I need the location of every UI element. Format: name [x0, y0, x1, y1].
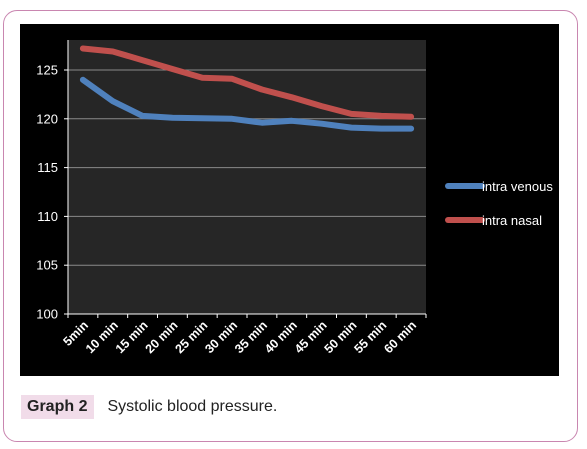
- caption-label: Graph 2: [21, 395, 95, 419]
- legend-label: intra venous: [482, 179, 553, 194]
- series-line: [79, 45, 415, 120]
- y-tick-label: 125: [36, 63, 58, 78]
- figure-frame: [3, 10, 578, 442]
- y-tick-label: 115: [37, 160, 58, 175]
- figure-caption: Graph 2 Systolic blood pressure.: [21, 394, 277, 420]
- y-tick-label: 110: [37, 209, 58, 224]
- y-tick-label: 105: [36, 258, 58, 273]
- y-tick-label: 120: [36, 111, 58, 126]
- chart: 100 105 110 115 120 125 5min 10 min 15 min 20 min…: [20, 24, 559, 376]
- series-line: [79, 76, 415, 132]
- y-tick-label: 100: [36, 307, 58, 322]
- legend-label: intra nasal: [482, 213, 542, 228]
- caption-text: Systolic blood pressure.: [107, 398, 278, 415]
